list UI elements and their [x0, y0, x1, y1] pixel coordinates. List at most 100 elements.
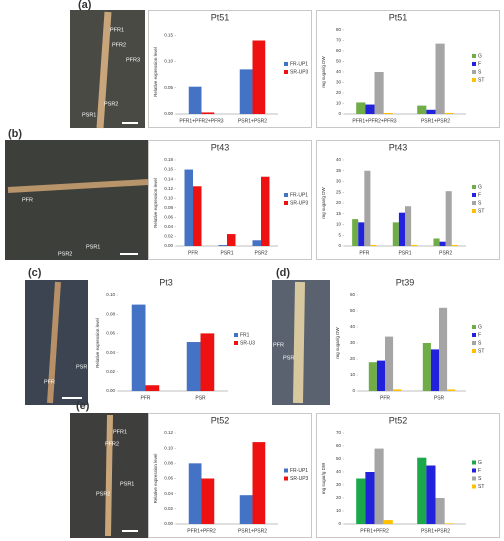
bar [422, 343, 431, 391]
legend-label: F [478, 468, 481, 474]
panel-label: (a) [78, 0, 92, 11]
legend-swatch [472, 468, 476, 473]
legend-swatch [472, 484, 476, 489]
bar [435, 43, 445, 114]
y-axis-label: mg sugar/g DW [321, 462, 326, 494]
y-tick-label: 20 [350, 356, 356, 361]
legend-swatch [472, 460, 476, 465]
photo [5, 140, 148, 260]
photo-label: PFR [22, 197, 33, 203]
legend-label: G [478, 324, 482, 330]
panel-label: (e) [76, 400, 90, 412]
photo-label: PSR [283, 355, 294, 361]
stem [105, 414, 113, 537]
y-tick-label: 0 [352, 388, 355, 393]
bar [201, 478, 215, 524]
stem [47, 281, 61, 404]
chart-title: Pt3 [159, 277, 173, 287]
bar [193, 186, 202, 246]
x-tick-label: PFR1+PFR2 [187, 528, 216, 534]
legend-label: ST [478, 348, 484, 354]
bar [444, 112, 454, 114]
bar [398, 212, 405, 246]
bar [435, 498, 445, 524]
bar [227, 234, 236, 246]
bar [145, 385, 160, 391]
bar [252, 240, 261, 246]
legend-swatch [472, 62, 476, 66]
bar [186, 342, 201, 391]
bar [356, 478, 366, 524]
bar [184, 169, 193, 246]
x-tick-label: PSR1 [398, 250, 411, 256]
x-tick-label: PFR [188, 250, 198, 256]
photo-label: PFR1 [110, 27, 124, 33]
chart-title: Pt43 [389, 142, 408, 152]
y-tick-label: 0.10 [164, 445, 173, 450]
y-tick-label: 0.02 [164, 234, 173, 239]
y-tick-label: 0.04 [164, 491, 173, 496]
legend-label: F [478, 192, 481, 198]
bar [433, 238, 440, 246]
y-tick-label: 40 [336, 157, 342, 162]
legend-swatch [472, 209, 476, 213]
bar [405, 206, 412, 246]
y-tick-label: 20 [336, 90, 342, 95]
y-tick-label: 0.02 [106, 369, 115, 374]
bar [365, 472, 375, 524]
y-tick-label: 0.10 [164, 59, 173, 64]
legend-swatch [284, 476, 288, 481]
x-tick-label: PFR [359, 250, 369, 256]
x-tick-label: PSR1+PSR2 [421, 528, 450, 534]
bar [252, 442, 266, 524]
legend-label: SR-UP3 [290, 476, 309, 482]
y-axis-label: Relative expression level [153, 454, 158, 504]
bar [356, 102, 366, 114]
x-tick-label: PFR1+PFR2+PFR3 [179, 118, 223, 124]
x-tick-label: PSR1 [220, 250, 233, 256]
y-tick-label: 10 [336, 101, 342, 106]
photo-label: PSR1 [120, 481, 134, 487]
legend-label: FR-UP1 [290, 61, 308, 67]
bar [393, 389, 402, 391]
stem [96, 11, 112, 129]
y-tick-label: 60 [350, 292, 356, 297]
stem [7, 179, 149, 193]
bar [252, 40, 266, 114]
y-tick-label: 15 [336, 211, 342, 216]
stem [293, 281, 305, 404]
legend-label: SR-UP3 [290, 200, 309, 206]
y-tick-label: 30 [336, 80, 342, 85]
bar [417, 457, 427, 524]
legend-label: FR-UP1 [290, 468, 308, 474]
bar [430, 349, 439, 391]
legend-swatch [284, 468, 288, 473]
chart-title: Pt51 [389, 12, 408, 22]
y-tick-label: 0.15 [164, 32, 173, 37]
bar [358, 222, 365, 246]
y-tick-label: 0.06 [164, 215, 173, 220]
legend-swatch [234, 333, 238, 337]
photo-label: PSR1 [82, 112, 96, 118]
bar [239, 69, 253, 114]
bar [439, 307, 448, 391]
bar [426, 465, 436, 524]
y-tick-label: 30 [350, 340, 356, 345]
legend-label: G [478, 460, 482, 466]
legend-swatch [284, 70, 288, 74]
panel-label: (b) [8, 128, 22, 140]
y-tick-label: 0.04 [106, 350, 115, 355]
legend-label: S [478, 200, 482, 206]
y-tick-label: 35 [336, 168, 342, 173]
bar [447, 389, 456, 391]
bar [370, 244, 377, 246]
chart-title: Pt39 [396, 277, 415, 287]
legend-label: SR-UP3 [290, 69, 309, 75]
legend-label: SR-U3 [240, 340, 255, 346]
legend-label: G [478, 184, 482, 190]
y-tick-label: 10 [336, 508, 342, 513]
y-tick-label: 70 [336, 38, 342, 43]
bar [385, 336, 394, 391]
panel-label: (c) [28, 267, 42, 279]
